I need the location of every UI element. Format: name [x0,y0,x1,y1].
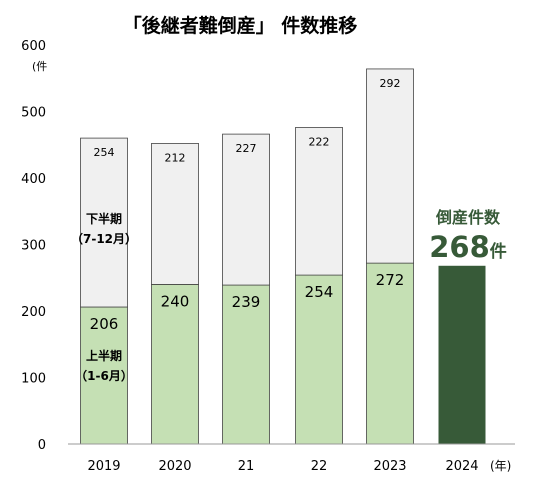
data-label-first-half: 272 [376,271,405,289]
data-label-second-half: 222 [309,135,330,148]
bar-first-half [222,284,270,445]
data-label-second-half: 212 [165,151,186,164]
y-tick-label: 500 [21,106,46,121]
upper-series-label-2: （7-12月） [71,231,137,246]
bar-first-half [366,262,414,445]
y-axis: 0 100 200 300 400 500 600 [21,39,46,453]
lower-series-label-1: 上半期 [86,348,122,363]
data-label-second-half: 254 [94,146,115,159]
bar-first-half [80,306,128,445]
x-tick-label: 2019 [87,459,120,474]
x-tick-label: 2023 [373,459,406,474]
y-unit-label: (件 [32,60,47,73]
data-label-first-half: 239 [232,293,261,311]
x-unit-label: (年) [490,459,511,473]
y-tick-label: 400 [21,172,46,187]
bars-group: 206 254 240 212 239 227 254 222 272 292 [80,68,486,445]
data-label-second-half: 227 [236,142,257,155]
x-tick-label: 2024 [445,459,478,474]
y-tick-label: 600 [21,39,46,54]
y-tick-label: 100 [21,372,46,387]
bar-second-half [80,137,128,308]
y-tick-label: 0 [38,438,46,453]
bar-second-half [366,68,414,264]
highlight-unit: 件 [490,241,507,262]
data-label-first-half: 206 [90,315,119,333]
data-label-second-half: 292 [380,77,401,90]
bar-second-half [222,133,270,286]
x-axis: 2019 2020 21 22 2023 2024 [87,459,478,474]
bar-first-half [295,274,343,445]
y-tick-label: 300 [21,239,46,254]
x-tick-label: 22 [311,459,328,474]
bar-second-half [151,143,199,285]
highlight-value: 268 [429,230,490,264]
upper-series-label-1: 下半期 [86,211,122,226]
x-tick-label: 21 [238,459,255,474]
y-tick-label: 200 [21,305,46,320]
highlight-value-text: 268件 [429,230,507,264]
chart-title: 「後継者難倒産」 件数推移 [123,14,358,37]
x-tick-label: 2020 [158,459,191,474]
bar-total-highlight [438,265,486,444]
data-label-first-half: 240 [161,292,190,310]
highlight-label: 倒産件数 [435,208,501,227]
lower-series-label-2: （1-6月） [75,368,133,383]
data-label-first-half: 254 [305,283,334,301]
bar-second-half [295,127,343,276]
